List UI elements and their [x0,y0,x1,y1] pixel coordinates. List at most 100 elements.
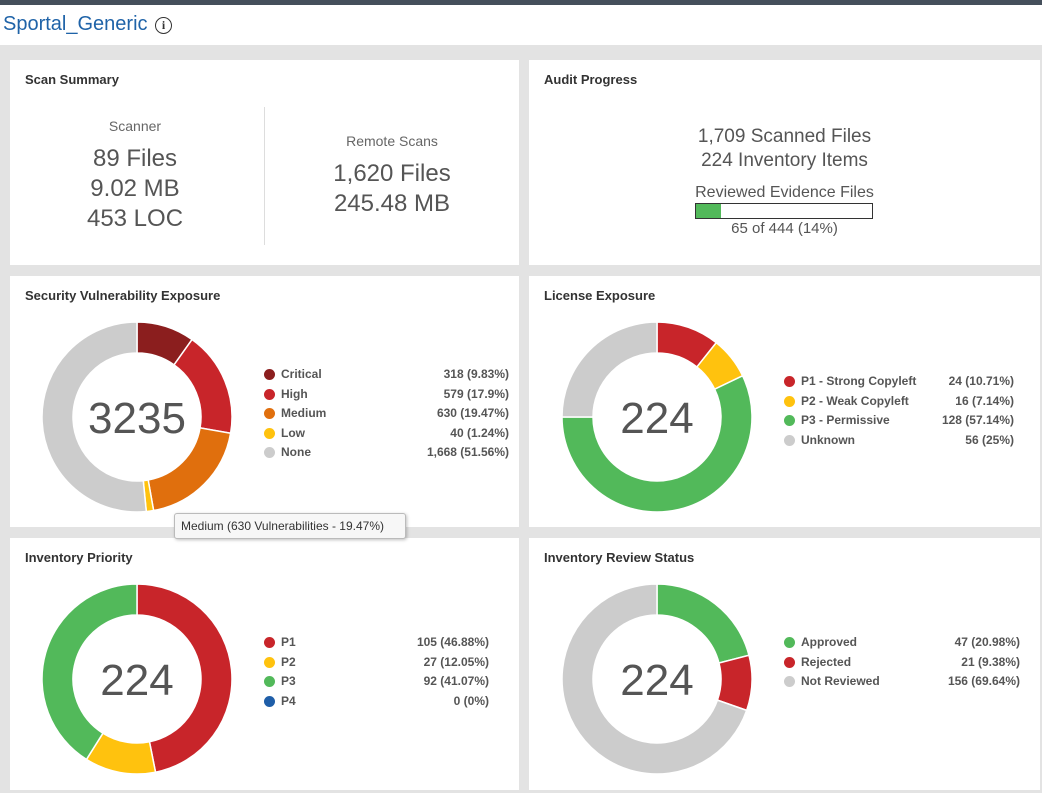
legend-value: 630 (19.47%) [436,406,509,420]
legend-dot-icon [784,395,795,407]
legend-value: 21 (9.38%) [961,654,1020,669]
legend-item-critical[interactable]: Critical 318 (9.83%) [264,367,509,383]
inventory-items-count: 224 Inventory Items [701,150,868,171]
license-donut-chart[interactable]: 224 [561,321,753,513]
scanned-files-count: 1,709 Scanned Files [697,126,872,147]
summary-divider [264,107,265,245]
legend-dot-icon [264,656,275,668]
donut-slice-p1[interactable] [136,583,233,774]
reviewed-evidence-label: Reviewed Evidence Files [695,184,874,201]
legend-item-approved[interactable]: Approved 47 (20.98%) [784,635,1024,651]
legend-label: Rejected [801,654,852,669]
progress-fill [696,204,721,218]
remote-size: 245.48 MB [333,190,451,217]
scanner-loc: 453 LOC [86,205,184,232]
remote-files: 1,620 Files [333,160,451,187]
top-bar [0,0,1042,5]
card-title: Inventory Priority [25,550,133,565]
card-title: License Exposure [544,288,656,303]
scan-summary-card: Scan Summary Scanner 89 Files 9.02 MB 45… [10,60,519,265]
legend-value: 105 (46.88%) [416,635,489,649]
chart-tooltip: Medium (630 Vulnerabilities - 19.47%) [174,513,406,539]
legend-item-p3-permissive[interactable]: P3 - Permissive 128 (57.14%) [784,413,1024,429]
legend-label: P1 - Strong Copyleft [801,374,917,388]
legend-label: P3 [281,674,296,688]
legend-item-medium[interactable]: Medium 630 (19.47%) [264,406,509,422]
legend-value: 47 (20.98%) [954,635,1020,649]
legend-value: 156 (69.64%) [947,674,1020,688]
legend-value: 0 (0%) [453,693,489,708]
legend-dot-icon [264,388,275,400]
donut-slice-not-reviewed[interactable] [561,583,748,775]
legend-item-high[interactable]: High 579 (17.9%) [264,386,509,403]
legend-label: High [281,386,308,401]
legend-item-unknown[interactable]: Unknown 56 (25%) [784,433,1024,449]
page-header: Sportal_Generic i [0,5,1042,45]
card-title: Audit Progress [544,72,638,87]
legend-label: P2 - Weak Copyleft [801,393,909,408]
scanner-size: 9.02 MB [90,175,180,202]
donut-total: 224 [620,394,693,443]
legend-item-p1-strong-copyleft[interactable]: P1 - Strong Copyleft 24 (10.71%) [784,374,1024,390]
legend-item-p1[interactable]: P1 105 (46.88%) [264,635,504,651]
legend-value: 579 (17.9%) [443,386,509,401]
legend-label: Not Reviewed [801,674,880,688]
legend-dot-icon [264,427,275,439]
scanner-files: 89 Files [92,145,178,172]
audit-progress-card: Audit Progress 1,709 Scanned Files 224 I… [529,60,1040,265]
legend-label: None [281,445,311,459]
legend-item-p4[interactable]: P4 0 (0%) [264,694,504,710]
inventory-review-card: Inventory Review Status 224 Approved 47 (… [529,538,1040,790]
legend-item-rejected[interactable]: Rejected 21 (9.38%) [784,655,1024,671]
legend-item-p2-weak-copyleft[interactable]: P2 - Weak Copyleft 16 (7.14%) [784,394,1024,410]
info-icon[interactable]: i [155,17,172,34]
legend-label: Low [281,425,305,440]
legend-label: P4 [281,693,296,708]
legend-dot-icon [784,376,795,387]
legend-label: Approved [801,635,858,649]
legend-item-none[interactable]: None 1,668 (51.56%) [264,445,509,461]
legend-dot-icon [264,369,275,380]
legend-value: 92 (41.07%) [423,674,489,688]
project-title[interactable]: Sportal_Generic [3,13,148,35]
legend-value: 56 (25%) [965,432,1014,447]
legend-dot-icon [784,434,795,446]
legend-value: 128 (57.14%) [941,413,1014,427]
legend-value: 24 (10.71%) [948,374,1014,388]
card-title: Inventory Review Status [544,550,695,565]
vulnerability-exposure-card: Security Vulnerability Exposure 3235 Cri… [10,276,519,527]
donut-slice-p3-permissive[interactable] [561,374,753,513]
legend-dot-icon [784,676,795,687]
legend-value: 1,668 (51.56%) [426,445,509,459]
donut-total: 224 [620,656,693,705]
legend-value: 16 (7.14%) [955,393,1014,408]
legend-item-low[interactable]: Low 40 (1.24%) [264,425,509,442]
reviewed-progress-text: 65 of 444 (14%) [731,220,838,237]
remote-scans-summary: Remote Scans 1,620 Files 245.48 MB [287,133,497,219]
legend-dot-icon [264,408,275,419]
license-exposure-card: License Exposure 224 P1 - Strong Copylef… [529,276,1040,527]
legend-dot-icon [264,676,275,687]
legend-label: Medium [281,406,327,420]
legend-dot-icon [264,695,275,707]
donut-slice-none[interactable] [41,321,148,513]
legend-item-p3[interactable]: P3 92 (41.07%) [264,674,504,690]
vulnerability-donut-chart[interactable]: 3235 [41,321,233,513]
review-donut-chart[interactable]: 224 [561,583,753,775]
legend-value: 318 (9.83%) [443,367,509,381]
priority-donut-chart[interactable]: 224 [41,583,233,775]
legend-item-p2[interactable]: P2 27 (12.05%) [264,655,504,671]
legend-label: P1 [281,635,296,649]
legend-label: Unknown [801,432,855,447]
donut-slice-approved[interactable] [656,583,750,664]
card-title: Scan Summary [25,72,119,87]
legend-dot-icon [264,447,275,458]
legend-dot-icon [264,637,275,648]
donut-slice-p3[interactable] [41,583,138,761]
legend-item-not-reviewed[interactable]: Not Reviewed 156 (69.64%) [784,674,1024,690]
legend-dot-icon [784,415,795,426]
donut-slice-unknown[interactable] [561,321,658,418]
legend-label: P3 - Permissive [801,413,890,427]
inventory-priority-card: Inventory Priority 224 P1 105 (46.88%) P2 2… [10,538,519,790]
legend-value: 40 (1.24%) [450,425,509,440]
